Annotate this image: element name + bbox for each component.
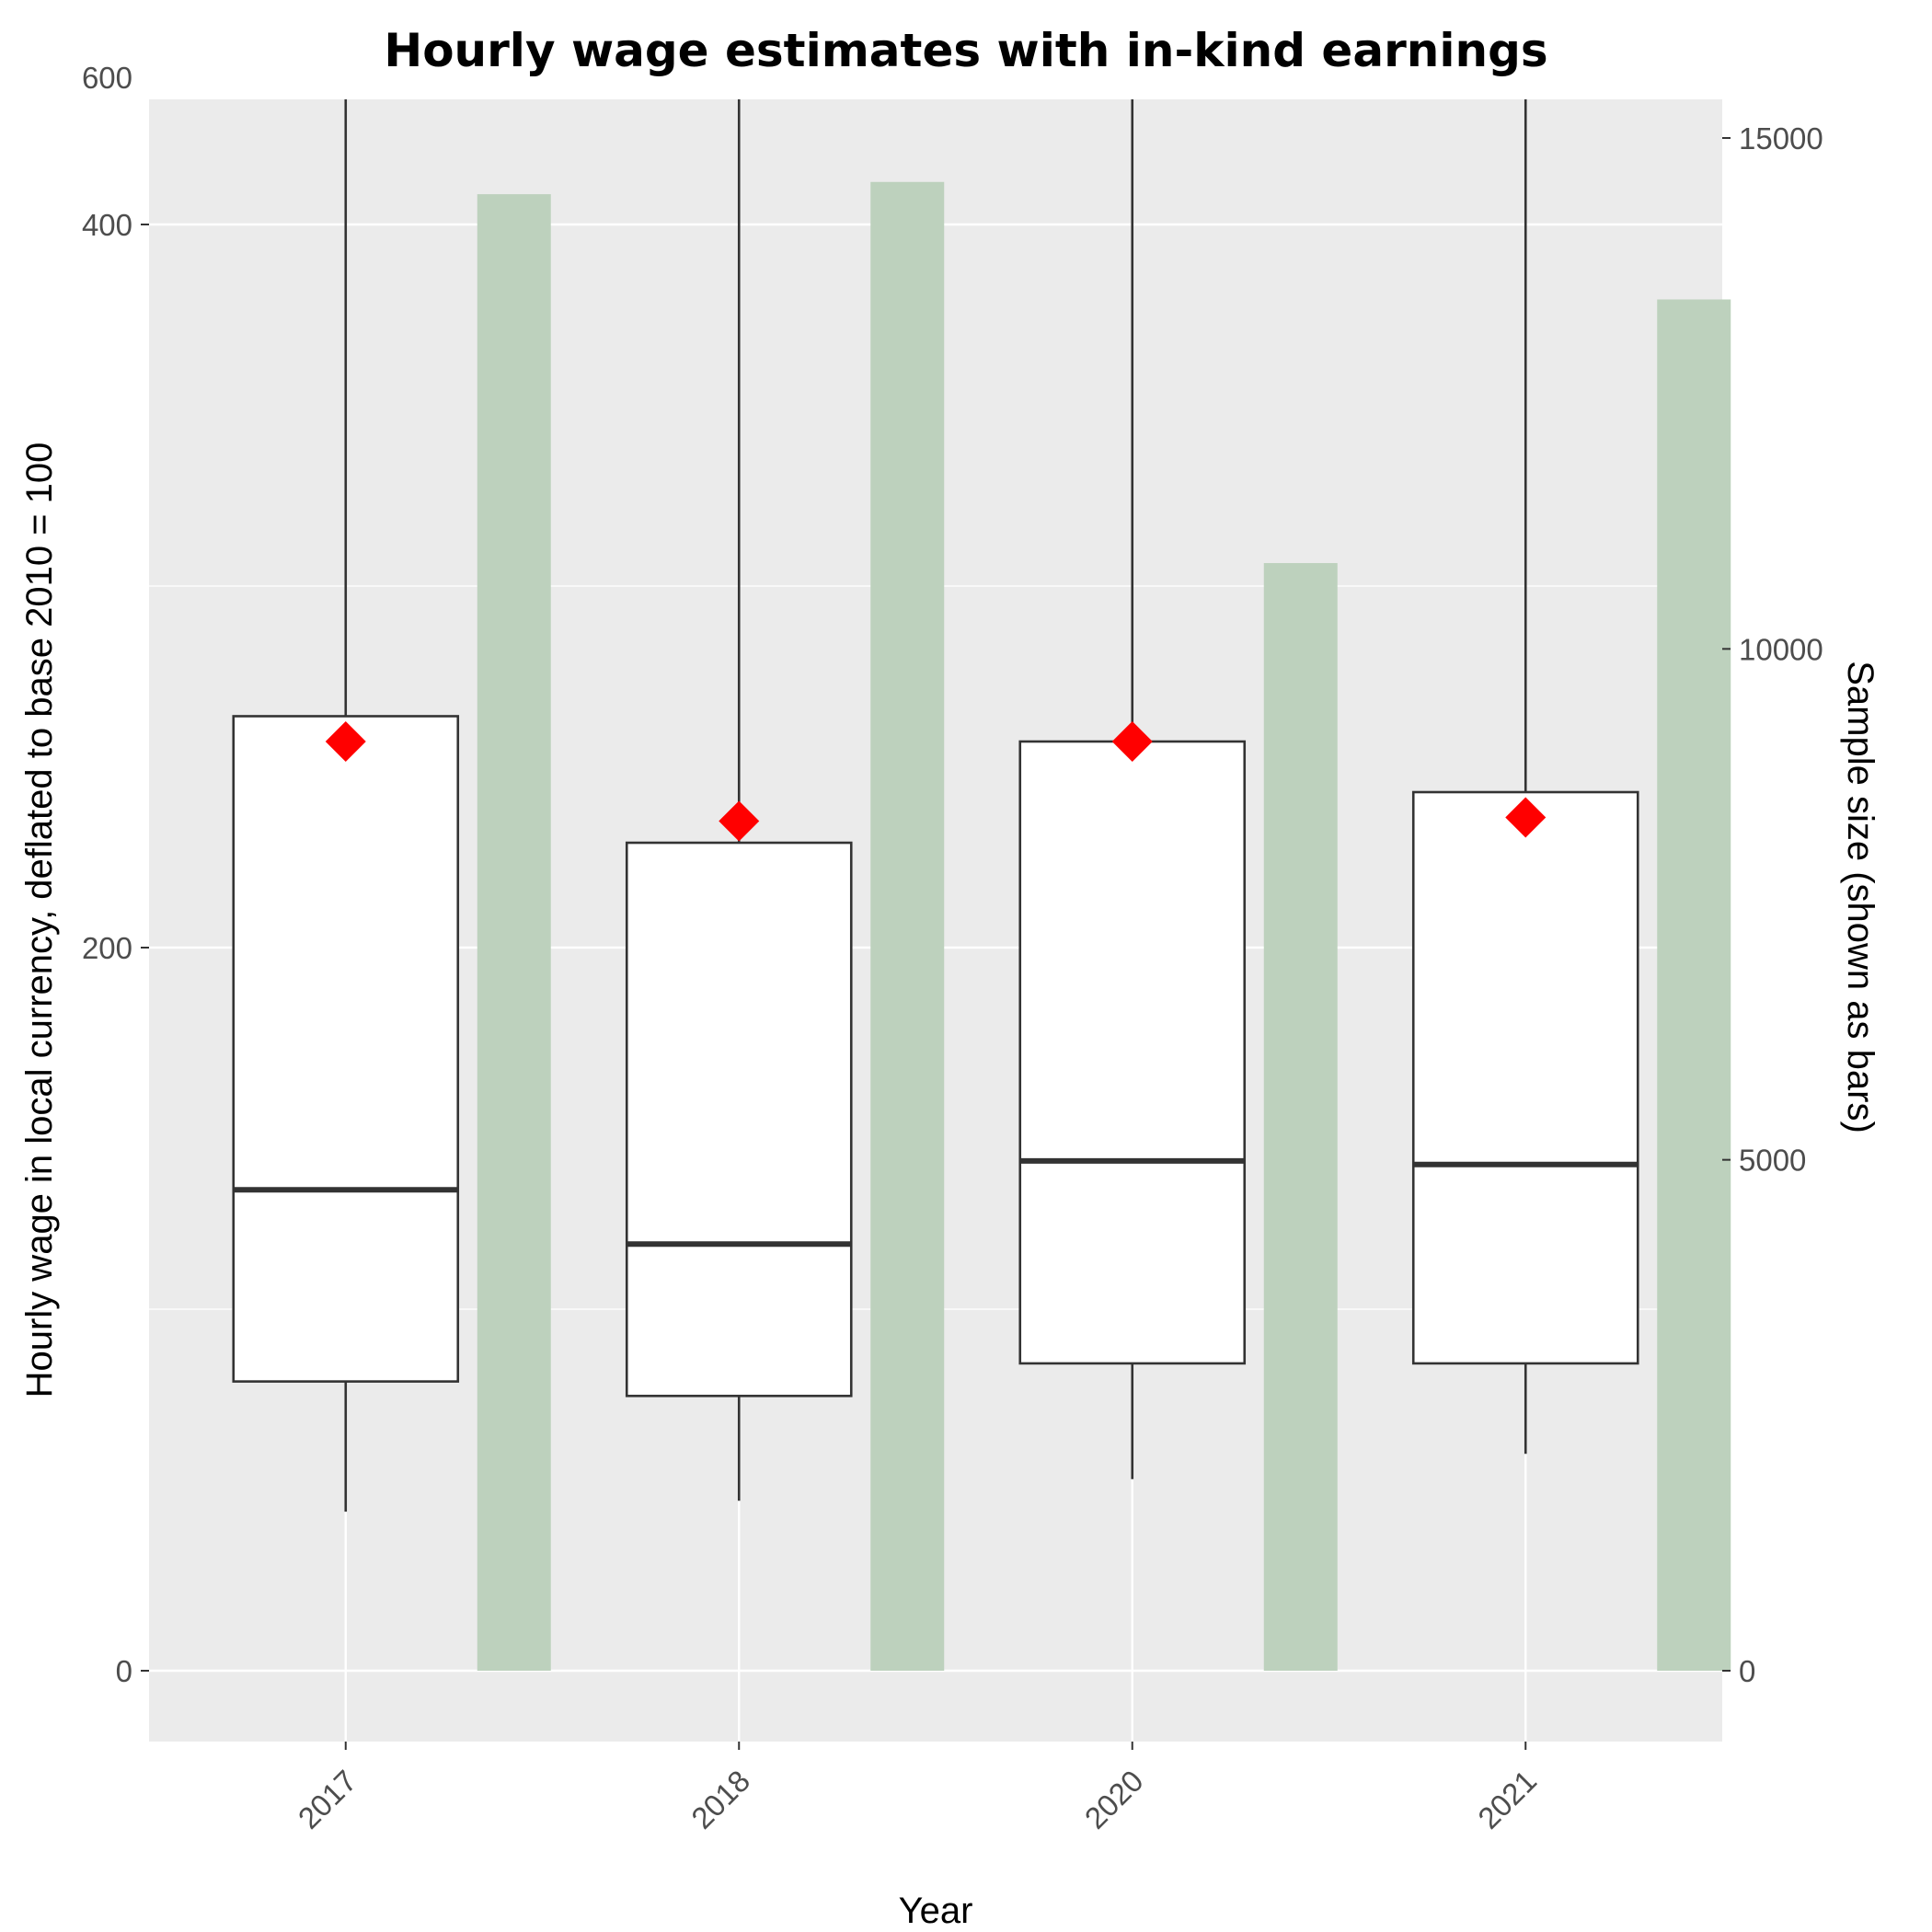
boxplots [232,99,1639,1512]
x-axis-label: Year [899,1891,973,1931]
sample-size-bars [477,181,1731,1671]
y-axis-label: Hourly wage in local currency, deflated … [19,443,60,1398]
box [1411,790,1639,1365]
y-tick-label: 600 [82,61,132,95]
y2-tick-label: 10000 [1739,632,1823,666]
mean-marker [719,800,760,842]
y-tick-label: 0 [116,1654,132,1688]
mean-marker [1111,720,1153,762]
y2-tick-label: 0 [1739,1654,1755,1688]
sample-size-bar [1657,299,1731,1671]
x-tick-label: 2020 [1078,1764,1150,1835]
y2-tick-label: 5000 [1739,1144,1806,1178]
x-tick-label: 2018 [684,1764,756,1835]
mean-marker [325,720,366,762]
sample-size-bar [477,194,551,1671]
axes: 0 200 400 600 0 5000 10000 15000 2017 2018 2020 202… [82,61,1823,1835]
box [625,841,853,1397]
sample-size-bar [870,181,945,1671]
y2-tick-label: 15000 [1739,121,1823,155]
mean-markers [325,720,1547,842]
y-tick-label: 200 [82,931,132,965]
mean-marker [1505,797,1547,838]
y2-axis-label: Sample size (shown as bars) [1840,661,1880,1133]
x-tick-label: 2017 [292,1764,363,1835]
box [232,715,460,1383]
chart-title: Hourly wage estimates with in-kind earni… [384,24,1547,77]
y-tick-label: 400 [82,208,132,242]
box [1018,740,1247,1365]
x-tick-label: 2021 [1471,1764,1543,1835]
sample-size-bar [1263,563,1338,1671]
